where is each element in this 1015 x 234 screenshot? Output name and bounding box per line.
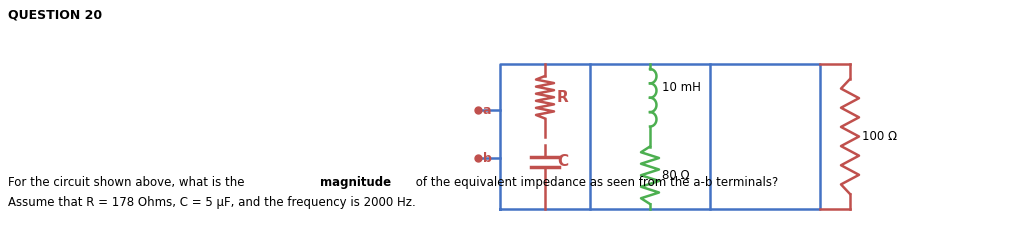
Text: R: R (557, 90, 568, 105)
Text: QUESTION 20: QUESTION 20 (8, 8, 103, 21)
Text: 80 Ω: 80 Ω (662, 169, 689, 182)
Text: Assume that R = 178 Ohms, C = 5 μF, and the frequency is 2000 Hz.: Assume that R = 178 Ohms, C = 5 μF, and … (8, 196, 416, 209)
Text: of the equivalent impedance as seen from the a-b terminals?: of the equivalent impedance as seen from… (412, 176, 779, 189)
Text: 10 mH: 10 mH (662, 81, 701, 94)
Text: 100 Ω: 100 Ω (862, 130, 897, 143)
Text: b: b (483, 152, 492, 165)
Text: C: C (557, 154, 568, 169)
Text: a: a (483, 104, 491, 117)
Text: For the circuit shown above, what is the: For the circuit shown above, what is the (8, 176, 249, 189)
Text: magnitude: magnitude (320, 176, 391, 189)
